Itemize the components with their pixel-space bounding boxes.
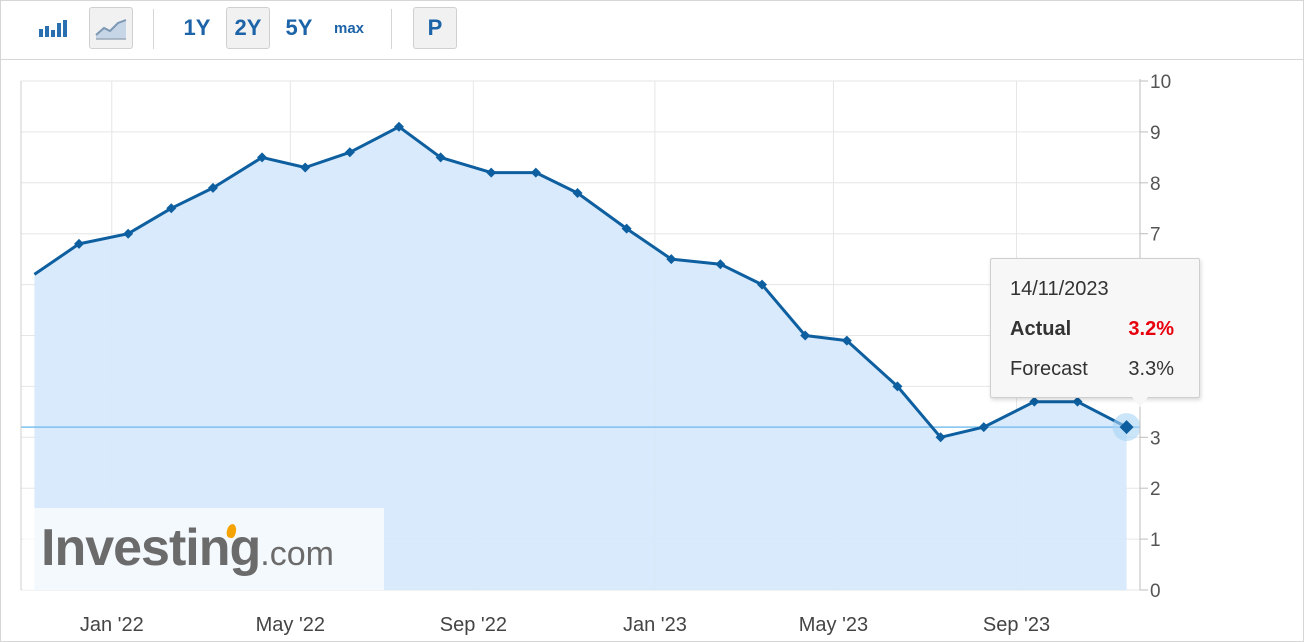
data-point <box>892 381 903 392</box>
data-point <box>666 254 677 265</box>
bar-chart-button[interactable] <box>31 7 75 49</box>
tooltip-actual-value: 3.2% <box>1128 318 1174 340</box>
data-point <box>393 121 404 132</box>
toolbar-divider <box>391 9 392 49</box>
data-point <box>257 152 268 163</box>
data-point <box>74 238 85 249</box>
tooltip-forecast-value: 3.3% <box>1128 358 1174 380</box>
y-tick-label: 1 <box>1150 530 1161 551</box>
investing-logo: Investing.com <box>23 508 384 590</box>
p-button-label: P <box>427 15 443 40</box>
data-point <box>1029 396 1040 407</box>
area-fill <box>34 126 1127 591</box>
x-tick-label: Sep '22 <box>440 614 507 636</box>
data-point <box>978 422 989 433</box>
x-tick-label: May '22 <box>256 614 325 636</box>
range-1y-label: 1Y <box>183 15 211 40</box>
p-button[interactable]: P <box>413 7 457 49</box>
x-tick-label: Sep '23 <box>983 614 1050 636</box>
tooltip-date: 14/11/2023 <box>1010 278 1109 300</box>
range-1y-button[interactable]: 1Y <box>175 7 219 49</box>
area-chart-icon <box>95 19 127 40</box>
tooltip-forecast-label: Forecast <box>1010 358 1088 380</box>
data-point <box>486 167 497 178</box>
range-max-button[interactable]: max <box>327 7 371 49</box>
chart-toolbar: 1Y 2Y 5Y max P <box>1 1 1303 60</box>
data-point <box>841 335 852 346</box>
range-2y-label: 2Y <box>234 15 262 40</box>
data-point <box>621 223 632 234</box>
data-point <box>757 279 768 290</box>
data-point <box>572 187 583 198</box>
x-tick-label: Jan '22 <box>80 614 144 636</box>
x-tick-label: May '23 <box>799 614 868 636</box>
data-point <box>300 162 311 173</box>
area-chart-button[interactable] <box>89 7 133 49</box>
tooltip-pointer <box>1132 397 1148 407</box>
y-tick-label: 0 <box>1150 581 1161 602</box>
data-point <box>1072 396 1083 407</box>
range-5y-button[interactable]: 5Y <box>277 7 321 49</box>
y-tick-label: 9 <box>1150 123 1161 144</box>
logo-brand: Investing.com <box>41 519 334 577</box>
range-2y-button[interactable]: 2Y <box>226 7 270 49</box>
logo-suffix: .com <box>260 535 334 573</box>
tooltip-forecast-row: Forecast 3.3% <box>1010 358 1174 381</box>
range-max-label: max <box>333 19 365 37</box>
toolbar-divider <box>153 9 154 49</box>
data-point <box>715 259 726 270</box>
y-tick-label: 7 <box>1150 225 1161 246</box>
data-tooltip: 14/11/2023 Actual 3.2% Forecast 3.3% <box>990 258 1200 398</box>
bar-chart-icon <box>39 20 67 37</box>
data-point <box>530 167 541 178</box>
y-tick-label: 3 <box>1150 428 1161 449</box>
data-point <box>935 432 946 443</box>
y-tick-label: 10 <box>1150 72 1171 93</box>
tooltip-actual-label: Actual <box>1010 318 1072 340</box>
data-point <box>344 147 355 158</box>
data-point <box>207 182 218 193</box>
data-point <box>435 152 446 163</box>
y-tick-label: 8 <box>1150 174 1161 195</box>
data-point <box>800 330 811 341</box>
data-point <box>166 203 177 214</box>
y-tick-label: 2 <box>1150 479 1161 500</box>
data-point <box>1119 420 1134 435</box>
tooltip-actual-row: Actual 3.2% <box>1010 318 1174 341</box>
range-5y-label: 5Y <box>285 15 313 40</box>
x-tick-label: Jan '23 <box>623 614 687 636</box>
data-point <box>123 228 134 239</box>
